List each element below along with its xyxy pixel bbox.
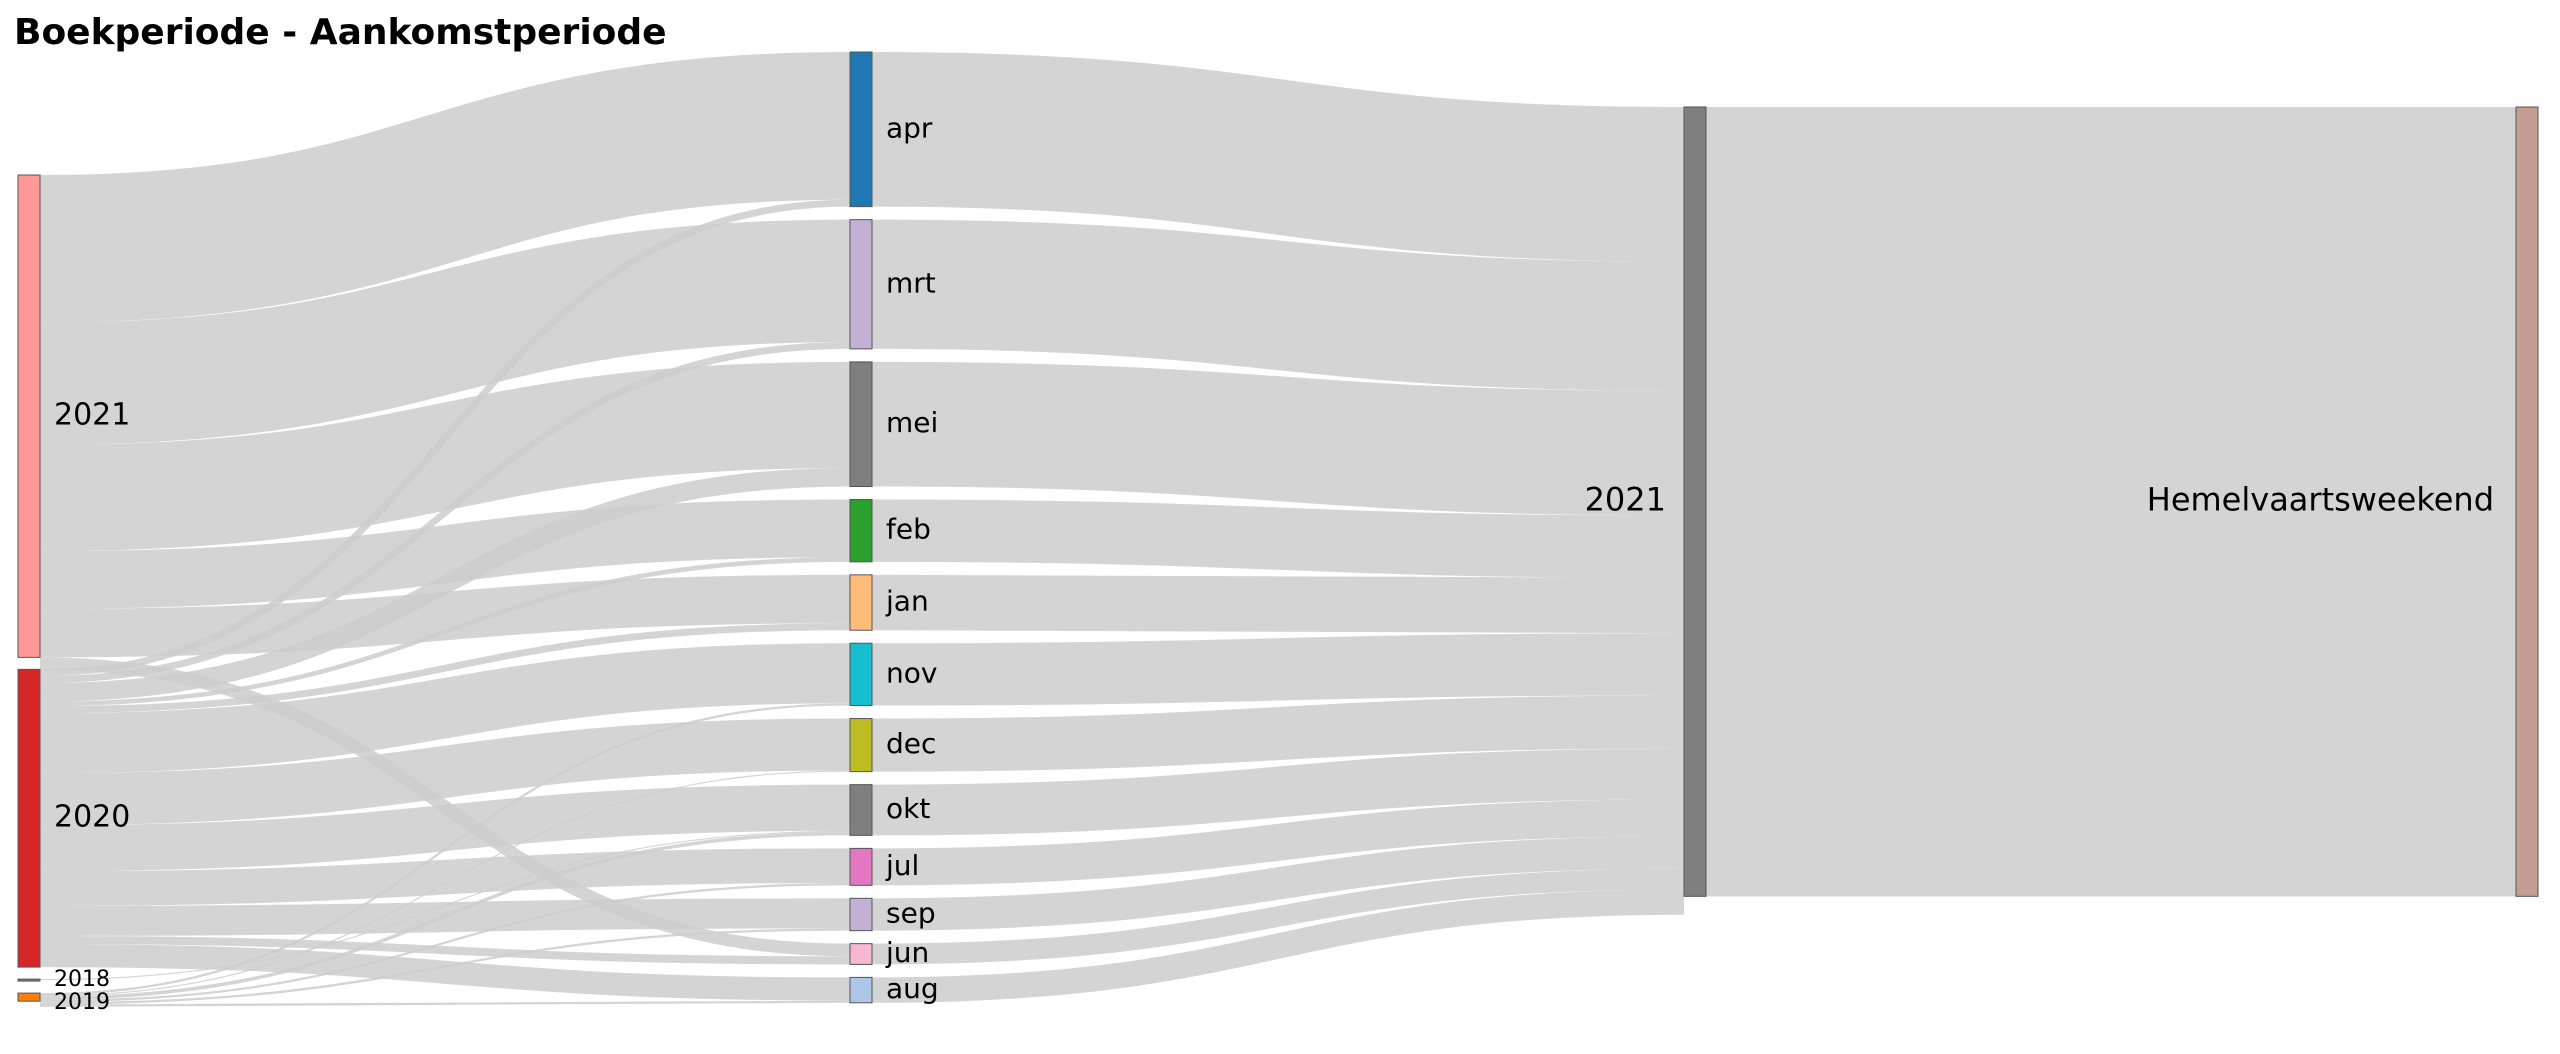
node-col1-mei[interactable] [849,361,873,488]
link-mei-2021 [871,361,1685,516]
node-col1-jan[interactable] [849,574,873,631]
node-col1-jul[interactable] [849,847,873,886]
link-2021-jan [39,574,851,658]
link-2020-aug [39,944,851,1001]
link-2021-feb [39,499,851,609]
node-label-col0-2018: 2018 [54,967,110,992]
link-2019-nov [39,703,851,996]
link-2019-aug [39,1000,851,1007]
node-label-col1-apr: apr [886,111,933,144]
link-nov-2021 [871,633,1685,706]
node-label-col1-aug: aug [886,972,939,1005]
node-col1-mrt[interactable] [849,219,873,350]
node-col1-okt[interactable] [849,784,873,836]
link-2019-sep [39,928,851,1005]
link-okt-2021 [871,748,1685,836]
link-sep-2021 [871,836,1685,931]
node-col1-dec[interactable] [849,718,873,773]
link-2019-okt [39,831,851,1001]
links-layer [39,52,2516,1007]
node-col1-sep[interactable] [849,897,873,932]
link-feb-2021 [871,499,1685,578]
link-2018-okt [39,830,851,981]
node-label-col1-dec: dec [886,727,936,760]
link-2020-okt [39,784,851,872]
link-mrt-2021 [871,219,1685,391]
node-col0-2019[interactable] [17,992,41,1002]
node-label-col0-2021: 2021 [54,398,130,433]
link-2021-mei [39,361,851,552]
node-label-col1-okt: okt [886,792,930,825]
node-label-col1-jun: jun [885,936,929,969]
link-2020-mrt [39,341,851,684]
node-col3-hemelvaartsweekend[interactable] [2515,106,2539,897]
link-2020-nov [39,643,851,774]
link-2021-apr [39,52,851,323]
link-2020-feb [39,557,851,707]
node-label-col1-mrt: mrt [886,266,936,299]
node-col0-2018[interactable] [17,978,41,982]
node-col0-2021[interactable] [17,174,41,658]
link-2021-mrt [39,219,851,446]
node-col1-apr[interactable] [849,51,873,208]
node-col0-2020[interactable] [17,668,41,968]
node-label-col3-hemelvaartsweekend: Hemelvaartsweekend [2147,481,2494,519]
link-jan-2021 [871,574,1685,634]
node-label-col1-sep: sep [886,896,936,929]
link-apr-2021 [871,52,1685,262]
node-label-col2-2021: 2021 [1585,481,1666,519]
node-label-col0-2020: 2020 [54,800,130,835]
link-2020-apr [39,199,851,677]
node-label-col1-jul: jul [885,849,919,882]
link-jul-2021 [871,799,1685,886]
link-2020-jun [39,935,851,965]
link-2019-dec [39,770,851,997]
node-label-col1-nov: nov [886,656,937,689]
node-col1-nov[interactable] [849,642,873,707]
link-2020-dec [39,718,851,826]
node-col1-aug[interactable] [849,976,873,1004]
node-label-col1-mei: mei [886,406,938,439]
link-aug-2021 [871,889,1685,1003]
node-col2-2021[interactable] [1683,106,1707,897]
link-2020-mei [39,468,851,702]
link-2019-jul [39,883,851,1003]
chart-title: Boekperiode - Aankomstperiode [14,12,667,53]
nodes-layer [17,51,2539,1004]
node-col1-feb[interactable] [849,499,873,563]
node-label-col0-2019: 2019 [54,990,110,1015]
link-jun-2021 [871,868,1685,965]
node-label-col1-jan: jan [885,585,929,618]
node-col1-jun[interactable] [849,943,873,965]
link-dec-2021 [871,695,1685,772]
link-2020-jan [39,623,851,714]
node-label-col1-feb: feb [886,513,931,546]
link-2020-jul [39,848,851,906]
